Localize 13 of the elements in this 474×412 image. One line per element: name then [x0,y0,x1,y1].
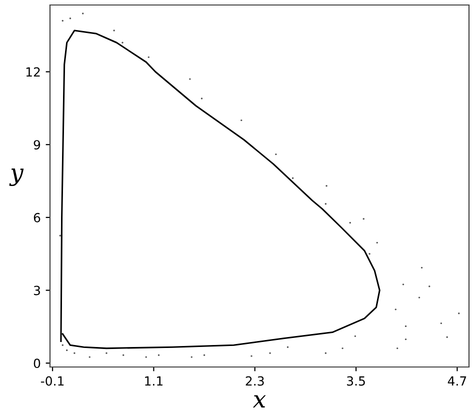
y-tick-label: 9 [34,140,40,150]
x-tick-label: -0.1 [40,376,64,386]
x-tick-label: 4.7 [448,376,466,386]
y-tick-label: 6 [34,212,40,222]
x-tick-label: 3.5 [347,376,365,386]
y-axis-title: y [9,168,24,186]
x-tick-label: 1.1 [145,376,162,386]
y-tick-label: 0 [34,358,40,368]
y-tick-label: 3 [34,286,40,296]
x-tick-label: 2.3 [246,376,264,386]
y-tick-label: 12 [26,67,40,77]
x-axis-title: x [252,395,266,408]
line-series [60,30,380,350]
